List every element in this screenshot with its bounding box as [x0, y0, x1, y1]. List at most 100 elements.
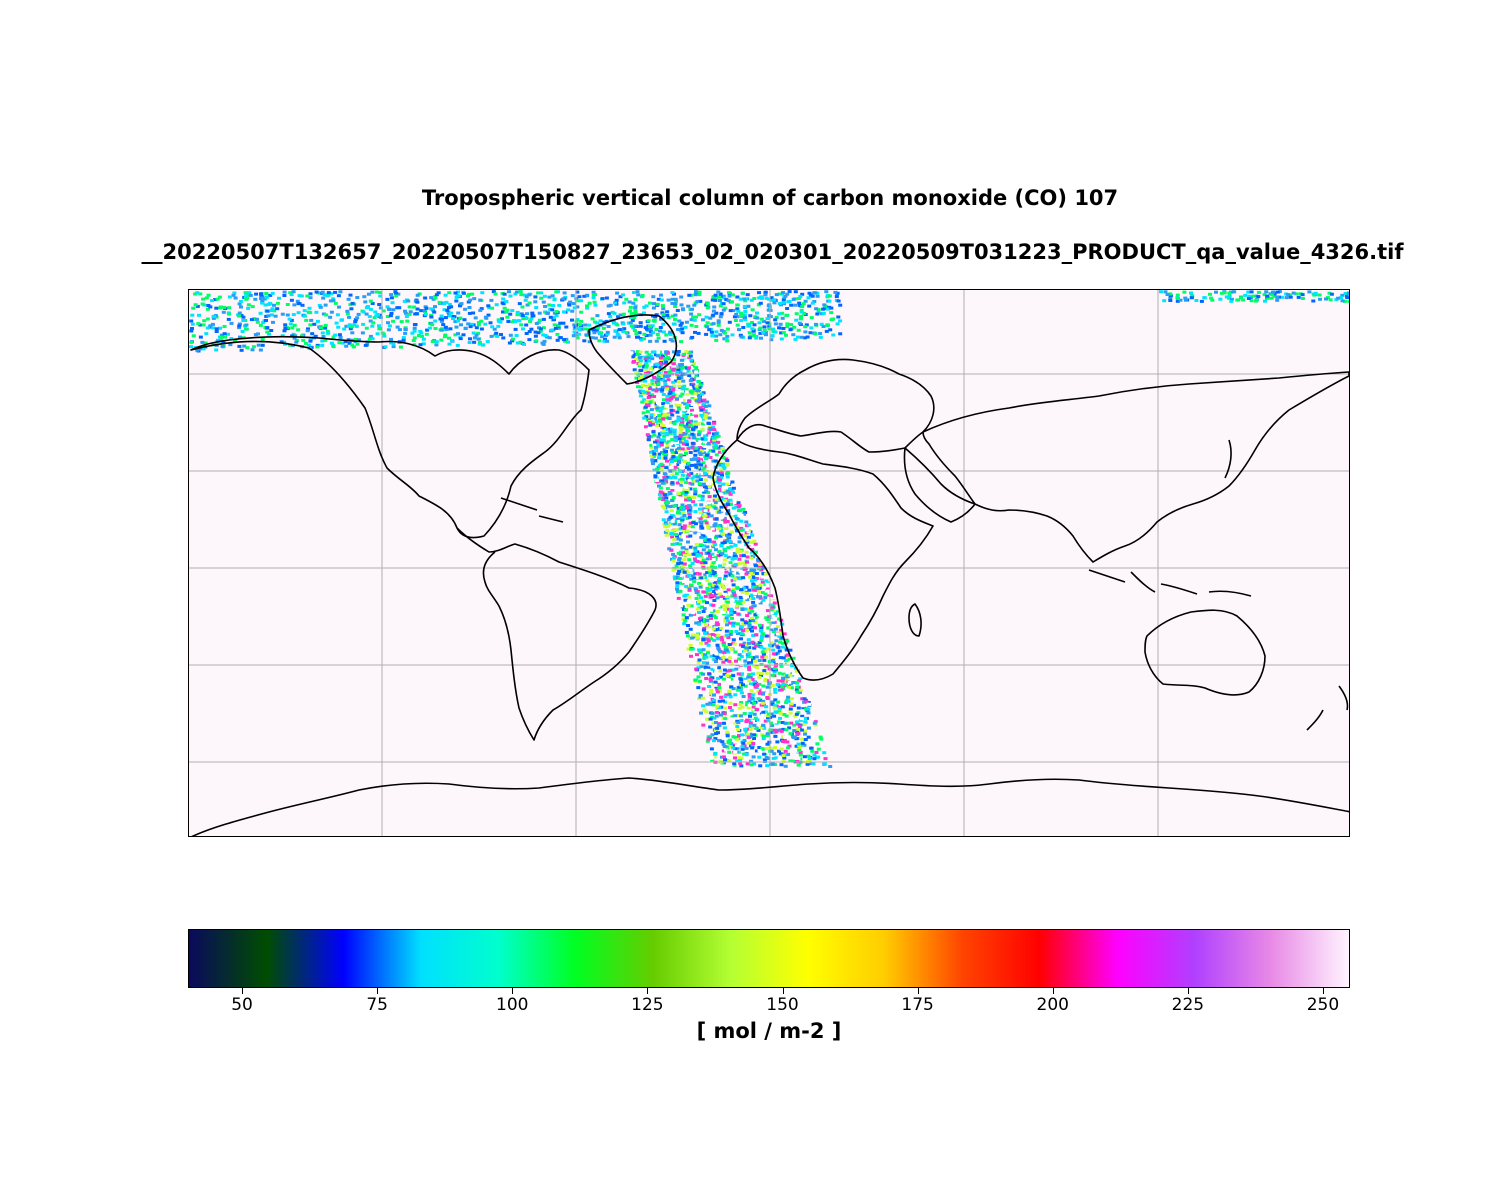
- swath-pixel: [672, 422, 677, 426]
- swath-pixel: [634, 370, 639, 374]
- swath-pixel: [707, 626, 712, 630]
- swath-pixel: [566, 308, 571, 312]
- swath-pixel: [670, 514, 674, 517]
- swath-pixel: [665, 413, 670, 417]
- swath-pixel: [726, 617, 731, 621]
- swath-pixel: [478, 341, 482, 344]
- swath-pixel: [753, 685, 758, 689]
- swath-pixel: [449, 311, 454, 315]
- swath-pixel: [385, 297, 390, 301]
- swath-pixel: [769, 605, 774, 609]
- swath-pixel: [403, 309, 407, 313]
- swath-pixel: [572, 306, 577, 310]
- swath-pixel: [665, 524, 670, 528]
- swath-pixel: [646, 356, 651, 360]
- swath-pixel: [651, 388, 656, 392]
- swath-pixel: [747, 692, 752, 696]
- swath-pixel: [242, 344, 247, 348]
- swath-pixel: [1224, 295, 1229, 299]
- swath-pixel: [652, 302, 656, 306]
- swath-pixel: [548, 315, 553, 319]
- swath-pixel: [694, 667, 699, 671]
- swath-pixel: [736, 571, 741, 575]
- swath-pixel: [668, 476, 673, 480]
- swath-pixel: [759, 317, 764, 321]
- swath-pixel: [779, 747, 784, 751]
- swath-pixel: [288, 322, 293, 326]
- swath-pixel: [750, 696, 755, 700]
- swath-pixel: [728, 633, 733, 636]
- swath-pixel: [776, 720, 781, 724]
- swath-pixel: [706, 634, 711, 638]
- swath-pixel: [269, 309, 274, 312]
- swath-pixel: [779, 664, 784, 668]
- swath-pixel: [725, 334, 730, 338]
- swath-pixel: [693, 503, 698, 507]
- swath-pixel: [1178, 298, 1183, 302]
- swath-pixel: [746, 523, 751, 527]
- swath-pixel: [757, 321, 762, 325]
- swath-pixel: [439, 338, 444, 342]
- swath-pixel: [579, 310, 584, 314]
- swath-pixel: [750, 629, 754, 633]
- swath-pixel: [1275, 295, 1280, 299]
- swath-pixel: [320, 290, 325, 294]
- swath-pixel: [670, 535, 675, 539]
- swath-pixel: [681, 399, 686, 402]
- swath-pixel: [777, 706, 782, 710]
- swath-pixel: [265, 326, 270, 330]
- swath-pixel: [453, 320, 458, 324]
- swath-pixel: [671, 455, 676, 459]
- swath-pixel: [787, 657, 792, 661]
- swath-pixel: [1168, 299, 1173, 302]
- swath-pixel: [661, 438, 666, 442]
- swath-pixel: [753, 613, 758, 617]
- swath-pixel: [679, 519, 684, 523]
- swath-pixel: [675, 584, 680, 588]
- swath-pixel: [838, 319, 843, 323]
- swath-pixel: [705, 619, 710, 623]
- swath-pixel: [690, 389, 695, 393]
- swath-pixel: [709, 520, 714, 524]
- swath-pixel: [219, 333, 224, 337]
- swath-pixel: [643, 405, 648, 409]
- swath-pixel: [759, 674, 763, 677]
- swath-pixel: [791, 333, 796, 337]
- swath-pixel: [764, 296, 769, 300]
- swath-pixel: [679, 511, 683, 515]
- swath-pixel: [674, 442, 679, 446]
- swath-pixel: [654, 449, 658, 452]
- swath-pixel: [804, 707, 809, 711]
- swath-pixel: [721, 677, 726, 681]
- swath-pixel: [783, 735, 788, 739]
- swath-pixel: [591, 296, 596, 300]
- swath-pixel: [688, 379, 693, 383]
- swath-pixel: [788, 732, 793, 736]
- swath-pixel: [664, 523, 669, 527]
- swath-pixel: [739, 632, 744, 636]
- swath-pixel: [710, 569, 715, 573]
- swath-pixel: [456, 319, 461, 323]
- swath-pixel: [735, 759, 740, 763]
- swath-pixel: [707, 540, 712, 544]
- swath-pixel: [701, 558, 706, 562]
- swath-pixel: [750, 609, 755, 613]
- swath-pixel: [447, 312, 451, 316]
- swath-pixel: [694, 325, 699, 328]
- swath-pixel: [739, 625, 744, 629]
- swath-pixel: [738, 577, 743, 581]
- swath-pixel: [329, 310, 334, 314]
- swath-pixel: [729, 661, 734, 665]
- swath-pixel: [652, 370, 657, 374]
- swath-pixel: [345, 309, 350, 313]
- swath-pixel: [798, 690, 802, 694]
- swath-pixel: [307, 306, 312, 310]
- swath-pixel: [591, 290, 596, 294]
- swath-pixel: [288, 343, 293, 347]
- swath-pixel: [716, 446, 721, 450]
- swath-pixel: [719, 695, 724, 699]
- swath-pixel: [570, 318, 574, 322]
- swath-pixel: [740, 747, 745, 751]
- swath-pixel: [664, 453, 669, 457]
- swath-pixel: [651, 454, 656, 458]
